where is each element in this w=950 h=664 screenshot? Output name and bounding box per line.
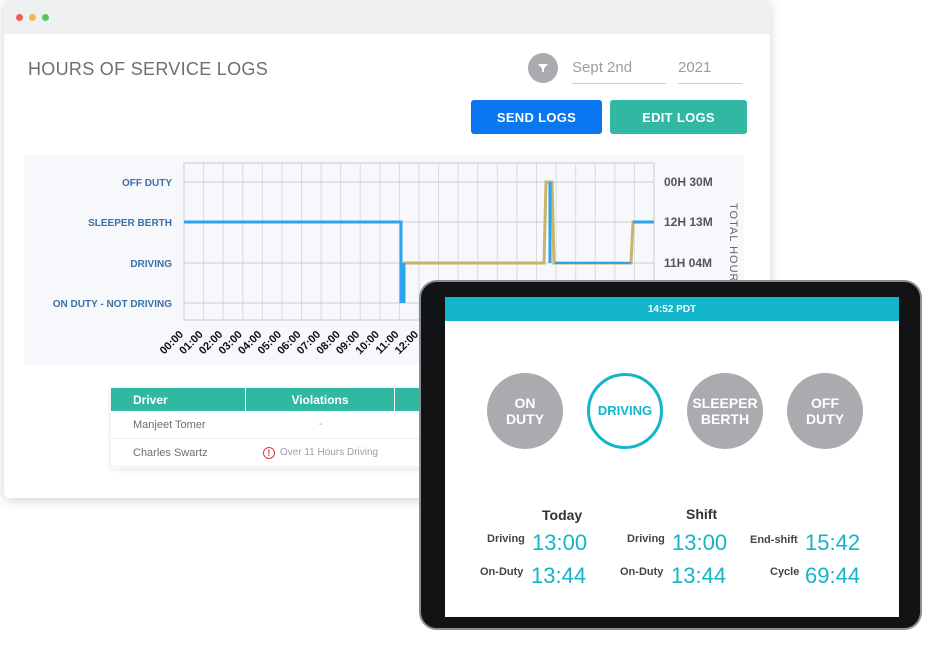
today-onduty-label: On-Duty <box>480 566 524 578</box>
status-row-label: SLEEPER BERTH <box>88 218 172 229</box>
warning-icon: ! <box>262 446 275 459</box>
tablet-status-bar: 14:52 PDT <box>445 297 899 321</box>
status-on-duty-button[interactable]: ON DUTY <box>487 373 563 449</box>
date-year-input[interactable]: 2021 <box>678 54 742 84</box>
total-hours-label: 00H 30M <box>664 175 713 189</box>
duty-trace-driving <box>403 180 654 265</box>
close-window-dot[interactable] <box>16 14 23 21</box>
header-violations[interactable]: Violations <box>246 388 395 411</box>
status-label: OFF DUTY <box>805 395 845 427</box>
shift-onduty-value: 13:44 <box>671 563 727 588</box>
today-driving-label: Driving <box>487 533 525 545</box>
hos-log-graph: OFF DUTY SLEEPER BERTH DRIVING ON DUTY - NO… <box>53 162 739 357</box>
shift-driving-value: 13:00 <box>672 530 728 555</box>
status-label: ON DUTY <box>505 395 545 427</box>
cycle-label: Cycle <box>770 566 800 578</box>
driver-table: Driver Violations Manjeet Tomer - Charle… <box>111 388 431 468</box>
table-row[interactable]: Manjeet Tomer - <box>111 411 431 439</box>
table-row[interactable]: Charles Swartz ! Over 11 Hours Driving <box>111 439 431 467</box>
violation-cell: ! Over 11 Hours Driving <box>246 446 395 459</box>
driver-name: Manjeet Tomer <box>133 418 206 431</box>
edit-logs-button[interactable]: EDIT LOGS <box>610 100 747 134</box>
violation-cell: - <box>246 419 395 430</box>
filter-icon <box>538 64 548 73</box>
window-titlebar <box>4 0 770 34</box>
today-onduty-value: 13:44 <box>531 563 587 588</box>
total-hours-label: 11H 04M <box>664 256 712 270</box>
tablet-screen: 14:52 PDT ON DUTY DRIVING SLEEPER BERTH … <box>445 297 899 617</box>
status-label: DRIVING <box>597 403 653 418</box>
violation-text: - <box>318 419 323 430</box>
status-row-label: ON DUTY - NOT DRIVING <box>53 299 172 310</box>
status-row-label: OFF DUTY <box>122 178 172 189</box>
header-driver[interactable]: Driver <box>111 388 246 411</box>
total-hour-axis-label: TOTAL HOUR <box>727 203 739 282</box>
status-driving-button[interactable]: DRIVING <box>587 373 663 449</box>
today-driving-value: 13:00 <box>532 530 588 555</box>
driver-table-header: Driver Violations <box>111 388 431 411</box>
shift-driving-label: Driving <box>627 533 665 545</box>
driver-name: Charles Swartz <box>133 446 208 459</box>
violation-text: Over 11 Hours Driving <box>279 447 379 458</box>
status-sleeper-berth-button[interactable]: SLEEPER BERTH <box>687 373 763 449</box>
maximize-window-dot[interactable] <box>42 14 49 21</box>
filter-button[interactable] <box>528 53 558 83</box>
total-hours-label: 12H 13M <box>664 215 713 229</box>
status-row-label: DRIVING <box>130 259 172 270</box>
send-logs-button[interactable]: SEND LOGS <box>471 100 602 134</box>
cycle-value: 69:44 <box>805 563 861 588</box>
tablet-time: 14:52 PDT <box>647 303 697 315</box>
minimize-window-dot[interactable] <box>29 14 36 21</box>
date-day-input[interactable]: Sept 2nd <box>572 54 666 84</box>
status-label: SLEEPER BERTH <box>692 395 758 427</box>
today-heading: Today <box>542 507 583 523</box>
shift-heading: Shift <box>686 506 718 522</box>
endshift-value: 15:42 <box>805 530 861 555</box>
page-title: HOURS OF SERVICE LOGS <box>28 59 269 79</box>
shift-onduty-label: On-Duty <box>620 566 664 578</box>
status-off-duty-button[interactable]: OFF DUTY <box>787 373 863 449</box>
endshift-label: End-shift <box>750 534 798 546</box>
duty-trace-sleeper <box>184 220 403 303</box>
tablet-device: 14:52 PDT ON DUTY DRIVING SLEEPER BERTH … <box>419 280 922 630</box>
